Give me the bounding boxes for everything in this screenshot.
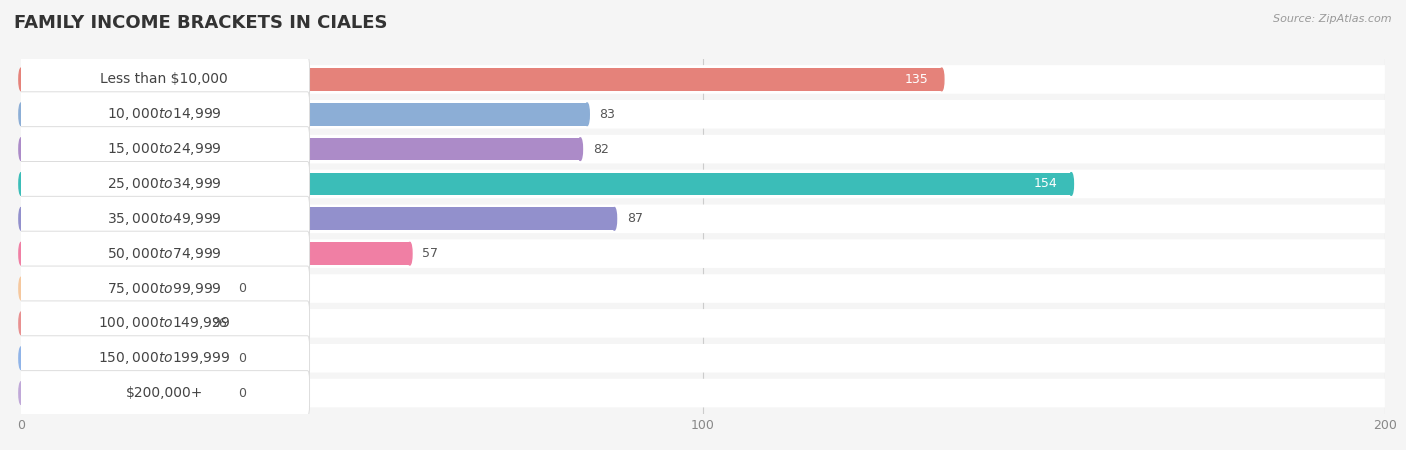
FancyBboxPatch shape [21, 205, 1385, 233]
FancyBboxPatch shape [21, 309, 1385, 338]
Circle shape [18, 277, 24, 300]
Text: $200,000+: $200,000+ [125, 386, 202, 400]
Circle shape [18, 243, 24, 265]
Text: Source: ZipAtlas.com: Source: ZipAtlas.com [1274, 14, 1392, 23]
FancyBboxPatch shape [15, 371, 309, 415]
Bar [21, 103, 588, 126]
Text: 135: 135 [904, 73, 928, 86]
Text: FAMILY INCOME BRACKETS IN CIALES: FAMILY INCOME BRACKETS IN CIALES [14, 14, 388, 32]
FancyBboxPatch shape [15, 162, 309, 207]
Bar [21, 173, 1071, 195]
Text: 0: 0 [238, 387, 246, 400]
Circle shape [18, 138, 24, 161]
FancyBboxPatch shape [15, 196, 309, 241]
Text: $150,000 to $199,999: $150,000 to $199,999 [98, 350, 231, 366]
FancyBboxPatch shape [15, 301, 309, 346]
Text: 83: 83 [599, 108, 616, 121]
FancyBboxPatch shape [15, 266, 309, 311]
Circle shape [585, 103, 589, 126]
Circle shape [18, 103, 24, 126]
FancyBboxPatch shape [15, 126, 309, 171]
Circle shape [18, 173, 24, 195]
FancyBboxPatch shape [15, 336, 309, 381]
Text: 26: 26 [211, 317, 226, 330]
FancyBboxPatch shape [21, 100, 1385, 129]
Circle shape [18, 312, 24, 335]
Text: 0: 0 [238, 352, 246, 365]
Circle shape [224, 347, 228, 369]
Text: 87: 87 [627, 212, 643, 225]
Text: $15,000 to $24,999: $15,000 to $24,999 [107, 141, 222, 157]
Text: Less than $10,000: Less than $10,000 [100, 72, 228, 86]
FancyBboxPatch shape [21, 274, 1385, 303]
Circle shape [197, 312, 201, 335]
Text: $10,000 to $14,999: $10,000 to $14,999 [107, 106, 222, 122]
Circle shape [18, 382, 24, 405]
Bar [21, 347, 225, 369]
Circle shape [1069, 173, 1073, 195]
FancyBboxPatch shape [21, 170, 1385, 198]
Bar [21, 312, 198, 335]
FancyBboxPatch shape [21, 239, 1385, 268]
FancyBboxPatch shape [21, 135, 1385, 163]
Circle shape [939, 68, 943, 91]
Circle shape [408, 243, 412, 265]
Bar [21, 277, 225, 300]
Bar [21, 243, 409, 265]
Text: $50,000 to $74,999: $50,000 to $74,999 [107, 246, 222, 262]
Circle shape [18, 347, 24, 369]
Text: 0: 0 [238, 282, 246, 295]
FancyBboxPatch shape [15, 231, 309, 276]
Bar [21, 382, 225, 405]
Circle shape [18, 68, 24, 91]
Circle shape [224, 382, 228, 405]
Bar [21, 68, 942, 91]
Circle shape [612, 207, 617, 230]
Circle shape [224, 277, 228, 300]
FancyBboxPatch shape [21, 344, 1385, 373]
FancyBboxPatch shape [21, 65, 1385, 94]
Bar [21, 138, 581, 161]
Text: $100,000 to $149,999: $100,000 to $149,999 [98, 315, 231, 331]
Text: $25,000 to $34,999: $25,000 to $34,999 [107, 176, 222, 192]
FancyBboxPatch shape [15, 57, 309, 102]
Circle shape [18, 207, 24, 230]
FancyBboxPatch shape [21, 379, 1385, 407]
Text: 82: 82 [593, 143, 609, 156]
Text: 57: 57 [422, 247, 439, 260]
Bar [21, 207, 614, 230]
Text: 154: 154 [1033, 177, 1057, 190]
FancyBboxPatch shape [15, 92, 309, 137]
Text: $75,000 to $99,999: $75,000 to $99,999 [107, 280, 222, 297]
Text: $35,000 to $49,999: $35,000 to $49,999 [107, 211, 222, 227]
Circle shape [578, 138, 582, 161]
